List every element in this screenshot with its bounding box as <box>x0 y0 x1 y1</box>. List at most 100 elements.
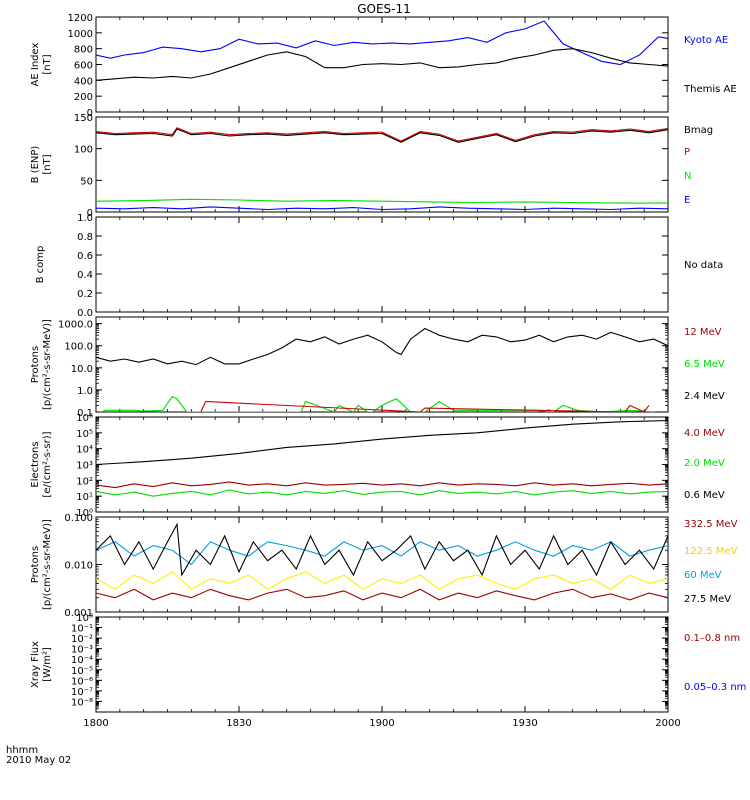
y-tick-label: 100 <box>74 145 93 156</box>
series-line-4-0-mev <box>96 481 668 489</box>
y-axis-label: Protons <box>30 546 41 583</box>
y-axis-label: [nT] <box>42 54 53 74</box>
y-axis-label: [e/(cm²-s-sr)] <box>42 431 53 497</box>
y-tick-label: 1200 <box>68 13 93 24</box>
panel-frame <box>95 616 669 713</box>
legend-label: 2.4 MeV <box>684 391 725 402</box>
series-line-themis-ae <box>96 48 668 81</box>
y-axis-label: [p/(cm²-s-sr-MeV)] <box>42 519 53 610</box>
y-tick-label: 1000.0 <box>58 320 93 331</box>
series-line-e <box>96 206 668 211</box>
series-line-27-5-mev <box>96 588 668 601</box>
legend-label: Kyoto AE <box>684 35 728 46</box>
y-tick-label: 0.100 <box>64 513 93 524</box>
y-tick-label: 10³ <box>76 461 93 472</box>
y-tick-label: 10⁻⁵ <box>71 666 93 677</box>
y-tick-label: 1.0 <box>77 386 93 397</box>
legend-label: 332.5 MeV <box>684 519 738 530</box>
panel-ae: 0 200 400 600 800 1000 1200 AE Index [nT] Kyoto A… <box>30 13 737 119</box>
y-tick-label: 10⁻⁷ <box>71 687 93 698</box>
y-axis-label: Xray Flux <box>30 641 41 688</box>
x-axis-label-hhmm: hhmm <box>6 745 38 756</box>
series-line-bmag <box>96 128 668 143</box>
y-tick-label: 0.010 <box>64 561 93 572</box>
y-tick-label: 10⁰ <box>76 508 93 519</box>
series-line-p <box>96 127 668 142</box>
y-tick-label: 10⁻⁶ <box>71 676 93 687</box>
y-tick-label: 0.0 <box>77 308 93 319</box>
y-tick-label: 10⁵ <box>76 429 93 440</box>
series-line-2-0-mev <box>96 489 668 497</box>
legend-label: 2.0 MeV <box>684 458 725 469</box>
y-axis-label: [nT] <box>42 154 53 174</box>
series-line-2-4-mev <box>96 327 668 366</box>
y-tick-label: 0.6 <box>77 251 93 262</box>
y-tick-label: 0.001 <box>64 608 93 619</box>
panel-electrons: 10⁰ 10¹ 10² 10³ 10⁴ 10⁵ 10⁶ Electrons [e/(cm²-s-… <box>30 413 725 519</box>
legend-label: Bmag <box>684 125 713 136</box>
plot-title: GOES-11 <box>357 2 411 16</box>
y-axis-label: Protons <box>30 346 41 383</box>
panel-protons: 0.1 1.0 10.0 100.0 1000.0 Protons [p/(cm²-s-sr… <box>30 316 725 419</box>
y-tick-label: 1.0 <box>77 213 93 224</box>
y-tick-label: 10.0 <box>71 364 93 375</box>
y-tick-label: 10⁻³ <box>71 645 93 656</box>
y-tick-label: 800 <box>74 45 93 56</box>
y-tick-label: 10² <box>76 476 93 487</box>
legend-label: 60 MeV <box>684 570 722 581</box>
legend-label: 4.0 MeV <box>684 428 725 439</box>
y-tick-label: 10⁴ <box>76 445 93 456</box>
y-tick-label: 0.8 <box>77 232 93 243</box>
y-tick-label: 10⁻¹ <box>71 624 93 635</box>
series-line-12-mev <box>200 400 650 412</box>
y-tick-label: 400 <box>74 76 93 87</box>
series-line-122-5-mev <box>96 571 668 590</box>
legend-label: E <box>684 195 690 206</box>
y-axis-label: [W/m²] <box>42 647 53 682</box>
x-tick-label: 1930 <box>512 718 537 729</box>
y-tick-label: 150 <box>74 113 93 124</box>
y-tick-label: 10⁻⁸ <box>71 697 93 708</box>
legend-label: 12 MeV <box>684 327 722 338</box>
panel-protons2: 0.001 0.010 0.100 Protons [p/(cm²-s-sr-MeV)]… <box>30 513 738 619</box>
x-tick-label: 1830 <box>226 718 251 729</box>
y-axis-label: B comp <box>35 246 46 284</box>
panel-frame <box>95 216 669 313</box>
x-axis-label-date: 2010 May 02 <box>6 755 71 766</box>
y-tick-label: 200 <box>74 92 93 103</box>
legend-label: 27.5 MeV <box>684 594 731 605</box>
x-tick-label: 2000 <box>655 718 680 729</box>
panel-frame <box>95 416 669 513</box>
y-axis-label: [p/(cm²-s-sr-MeV)] <box>42 319 53 410</box>
y-tick-label: 10¹ <box>76 492 93 503</box>
series-line-n <box>96 198 668 204</box>
y-tick-label: 600 <box>74 61 93 72</box>
legend-label: No data <box>684 260 723 271</box>
y-tick-label: 0.1 <box>77 408 93 419</box>
panel-frame <box>95 16 669 113</box>
series-line-332-5-mev <box>96 522 668 577</box>
panel-bcomp: 0.0 0.2 0.4 0.6 0.8 1.0 B comp No data <box>35 213 723 319</box>
y-tick-label: 10⁰ <box>76 613 93 624</box>
y-tick-label: 10⁶ <box>76 413 93 424</box>
panel-frame <box>95 516 669 613</box>
y-tick-label: 10⁻² <box>71 634 93 645</box>
y-tick-label: 0 <box>87 108 93 119</box>
legend-label: P <box>684 147 690 158</box>
legend-label: 0.1–0.8 nm <box>684 633 740 644</box>
panel-benp: 0 50 100 150 B (ENP) [nT] Bmag P N E <box>30 113 713 219</box>
y-axis-label: AE Index <box>30 42 41 86</box>
y-axis-label: Electrons <box>30 441 41 487</box>
series-line-0-6-mev <box>96 419 668 466</box>
legend-label: 0.05–0.3 nm <box>684 682 746 693</box>
y-tick-label: 1000 <box>68 29 93 40</box>
legend-label: 0.6 MeV <box>684 490 725 501</box>
y-axis-label: B (ENP) <box>30 146 41 184</box>
x-tick-label: 1900 <box>369 718 394 729</box>
y-tick-label: 0 <box>87 208 93 219</box>
legend-label: 6.5 MeV <box>684 359 725 370</box>
legend-label: Themis AE <box>683 84 737 95</box>
y-tick-label: 50 <box>80 176 93 187</box>
x-tick-label: 1800 <box>83 718 108 729</box>
